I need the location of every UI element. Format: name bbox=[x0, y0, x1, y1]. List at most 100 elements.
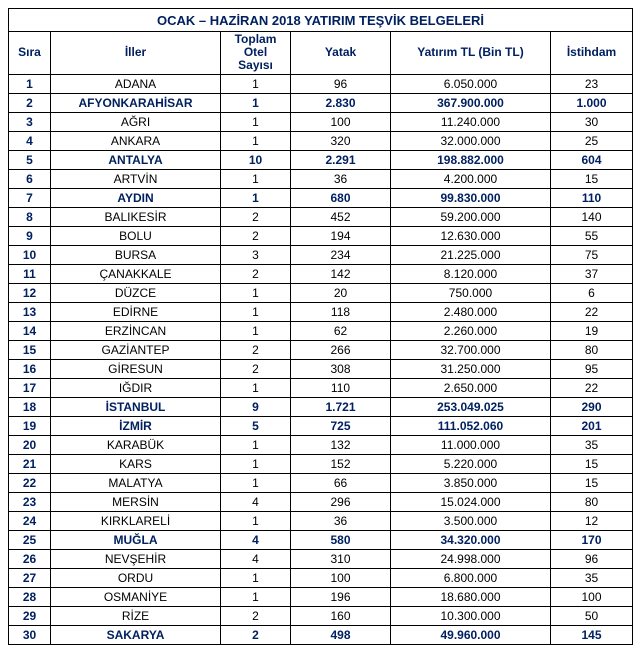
cell-yatak: 1.721 bbox=[291, 397, 391, 416]
table-row: 4ANKARA132032.000.00025 bbox=[9, 131, 633, 150]
cell-yatak: 100 bbox=[291, 112, 391, 131]
cell-istihdam: 35 bbox=[551, 568, 633, 587]
cell-otel: 2 bbox=[221, 207, 291, 226]
cell-yatak: 266 bbox=[291, 340, 391, 359]
cell-iller: RİZE bbox=[51, 606, 221, 625]
cell-yatirim: 11.240.000 bbox=[391, 112, 551, 131]
cell-yatirim: 11.000.000 bbox=[391, 435, 551, 454]
cell-istihdam: 96 bbox=[551, 549, 633, 568]
table-row: 7AYDIN168099.830.000110 bbox=[9, 188, 633, 207]
cell-yatak: 160 bbox=[291, 606, 391, 625]
cell-yatak: 118 bbox=[291, 302, 391, 321]
cell-istihdam: 30 bbox=[551, 112, 633, 131]
cell-yatak: 2.830 bbox=[291, 93, 391, 112]
cell-iller: OSMANİYE bbox=[51, 587, 221, 606]
table-row: 28OSMANİYE119618.680.000100 bbox=[9, 587, 633, 606]
cell-yatirim: 750.000 bbox=[391, 283, 551, 302]
col-header-otel: Toplam Otel Sayısı bbox=[221, 32, 291, 75]
table-row: 14ERZİNCAN1622.260.00019 bbox=[9, 321, 633, 340]
cell-yatak: 110 bbox=[291, 378, 391, 397]
cell-istihdam: 95 bbox=[551, 359, 633, 378]
cell-sira: 22 bbox=[9, 473, 51, 492]
cell-istihdam: 110 bbox=[551, 188, 633, 207]
cell-sira: 27 bbox=[9, 568, 51, 587]
cell-istihdam: 22 bbox=[551, 302, 633, 321]
cell-yatirim: 253.049.025 bbox=[391, 397, 551, 416]
cell-iller: KARABÜK bbox=[51, 435, 221, 454]
cell-otel: 1 bbox=[221, 473, 291, 492]
cell-yatirim: 34.320.000 bbox=[391, 530, 551, 549]
table-row: 16GİRESUN230831.250.00095 bbox=[9, 359, 633, 378]
cell-istihdam: 15 bbox=[551, 473, 633, 492]
cell-iller: SAKARYA bbox=[51, 625, 221, 644]
cell-sira: 24 bbox=[9, 511, 51, 530]
cell-iller: MERSİN bbox=[51, 492, 221, 511]
table-row: 23MERSİN429615.024.00080 bbox=[9, 492, 633, 511]
cell-yatak: 152 bbox=[291, 454, 391, 473]
table-row: 22MALATYA1663.850.00015 bbox=[9, 473, 633, 492]
cell-sira: 16 bbox=[9, 359, 51, 378]
cell-otel: 2 bbox=[221, 359, 291, 378]
cell-yatirim: 18.680.000 bbox=[391, 587, 551, 606]
table-row: 29RİZE216010.300.00050 bbox=[9, 606, 633, 625]
cell-sira: 19 bbox=[9, 416, 51, 435]
cell-sira: 25 bbox=[9, 530, 51, 549]
cell-istihdam: 290 bbox=[551, 397, 633, 416]
cell-sira: 10 bbox=[9, 245, 51, 264]
cell-otel: 10 bbox=[221, 150, 291, 169]
cell-yatak: 580 bbox=[291, 530, 391, 549]
cell-sira: 2 bbox=[9, 93, 51, 112]
cell-iller: ÇANAKKALE bbox=[51, 264, 221, 283]
table-row: 2AFYONKARAHİSAR12.830367.900.0001.000 bbox=[9, 93, 633, 112]
table-row: 25MUĞLA458034.320.000170 bbox=[9, 530, 633, 549]
cell-iller: MALATYA bbox=[51, 473, 221, 492]
cell-otel: 2 bbox=[221, 340, 291, 359]
cell-iller: DÜZCE bbox=[51, 283, 221, 302]
cell-yatirim: 49.960.000 bbox=[391, 625, 551, 644]
table-row: 3AĞRI110011.240.00030 bbox=[9, 112, 633, 131]
cell-yatirim: 24.998.000 bbox=[391, 549, 551, 568]
cell-yatirim: 32.000.000 bbox=[391, 131, 551, 150]
cell-istihdam: 140 bbox=[551, 207, 633, 226]
cell-otel: 1 bbox=[221, 321, 291, 340]
cell-iller: IĞDIR bbox=[51, 378, 221, 397]
cell-istihdam: 80 bbox=[551, 492, 633, 511]
table-row: 5ANTALYA102.291198.882.000604 bbox=[9, 150, 633, 169]
table-row: 12DÜZCE120750.0006 bbox=[9, 283, 633, 302]
cell-istihdam: 55 bbox=[551, 226, 633, 245]
cell-otel: 1 bbox=[221, 302, 291, 321]
cell-iller: ARTVİN bbox=[51, 169, 221, 188]
cell-yatak: 2.291 bbox=[291, 150, 391, 169]
cell-yatak: 296 bbox=[291, 492, 391, 511]
cell-istihdam: 25 bbox=[551, 131, 633, 150]
cell-iller: GİRESUN bbox=[51, 359, 221, 378]
cell-yatirim: 2.480.000 bbox=[391, 302, 551, 321]
cell-sira: 7 bbox=[9, 188, 51, 207]
cell-istihdam: 80 bbox=[551, 340, 633, 359]
cell-iller: AFYONKARAHİSAR bbox=[51, 93, 221, 112]
cell-sira: 6 bbox=[9, 169, 51, 188]
cell-iller: GAZİANTEP bbox=[51, 340, 221, 359]
cell-yatirim: 10.300.000 bbox=[391, 606, 551, 625]
cell-iller: ANTALYA bbox=[51, 150, 221, 169]
cell-otel: 1 bbox=[221, 93, 291, 112]
cell-sira: 14 bbox=[9, 321, 51, 340]
cell-iller: AYDIN bbox=[51, 188, 221, 207]
cell-otel: 2 bbox=[221, 264, 291, 283]
cell-yatak: 310 bbox=[291, 549, 391, 568]
cell-otel: 1 bbox=[221, 378, 291, 397]
cell-iller: ERZİNCAN bbox=[51, 321, 221, 340]
cell-yatirim: 198.882.000 bbox=[391, 150, 551, 169]
cell-sira: 28 bbox=[9, 587, 51, 606]
cell-iller: ADANA bbox=[51, 74, 221, 93]
cell-otel: 1 bbox=[221, 112, 291, 131]
col-header-yatirim: Yatırım TL (Bin TL) bbox=[391, 32, 551, 75]
cell-yatak: 320 bbox=[291, 131, 391, 150]
cell-yatirim: 99.830.000 bbox=[391, 188, 551, 207]
table-row: 18İSTANBUL91.721253.049.025290 bbox=[9, 397, 633, 416]
cell-yatak: 132 bbox=[291, 435, 391, 454]
cell-sira: 3 bbox=[9, 112, 51, 131]
col-header-istihdam: İstihdam bbox=[551, 32, 633, 75]
cell-yatak: 234 bbox=[291, 245, 391, 264]
cell-iller: NEVŞEHİR bbox=[51, 549, 221, 568]
